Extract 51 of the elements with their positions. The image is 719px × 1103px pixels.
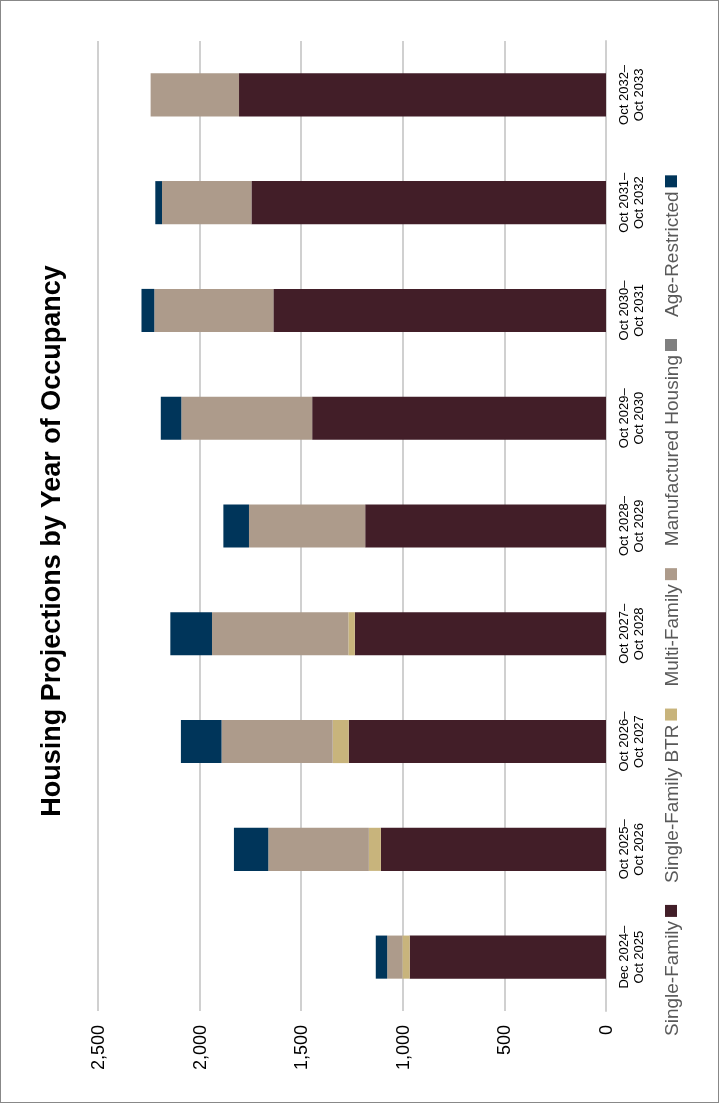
bar — [375, 935, 388, 979]
bar — [251, 181, 606, 225]
bar — [181, 396, 313, 440]
bar — [368, 827, 381, 871]
y-tick-label: Oct 2032–Oct 2033 — [616, 64, 646, 125]
legend-label: Age-Restricted — [660, 191, 682, 317]
y-tick-label: Oct 2030–Oct 2031 — [616, 279, 646, 341]
bar — [354, 612, 606, 656]
bar — [268, 827, 369, 871]
legend-label: Multi-Family — [660, 583, 682, 687]
bar — [162, 181, 252, 225]
x-tick-label: 1,000 — [392, 1025, 413, 1071]
bar — [239, 73, 606, 117]
x-tick-label: 2,000 — [189, 1025, 210, 1071]
bar — [273, 288, 606, 332]
bar — [180, 720, 222, 764]
text: Housing Projections by Year of Occupancy — [36, 265, 66, 817]
bar — [312, 396, 606, 440]
bar — [221, 720, 333, 764]
bar — [154, 288, 274, 332]
bar — [155, 181, 163, 225]
bar — [332, 720, 349, 764]
legend-label: Single-Family — [660, 920, 682, 1036]
bar — [160, 396, 182, 440]
bar — [365, 504, 606, 548]
bar — [233, 827, 269, 871]
bar — [150, 73, 240, 117]
bar — [348, 612, 355, 656]
x-tick-label: 2,500 — [88, 1025, 108, 1071]
bar — [402, 935, 410, 979]
y-tick-label: Oct 2027–Oct 2028 — [616, 603, 646, 664]
bar — [380, 827, 606, 871]
legend-label: Single-Family BTR — [660, 724, 682, 883]
x-tick-label: 0 — [596, 1025, 616, 1036]
x-tick-label: 500 — [494, 1025, 515, 1056]
bar — [248, 504, 366, 548]
y-tick-label: Oct 2028–Oct 2029 — [616, 495, 646, 556]
bar — [223, 504, 249, 548]
y-tick-label: Oct 2026–Oct 2027 — [616, 710, 646, 772]
bar — [348, 720, 606, 764]
legend-label: Manufactured Housing — [660, 354, 682, 547]
x-tick-label: 1,500 — [291, 1025, 312, 1071]
y-tick-label: Oct 2025–Oct 2026 — [616, 818, 646, 880]
y-tick-label: Oct 2031–Oct 2032 — [616, 171, 646, 233]
y-tick-label: Dec 2024–Oct 2025 — [616, 924, 646, 989]
y-tick-label: Oct 2029–Oct 2030 — [616, 387, 646, 449]
bar — [141, 288, 155, 332]
bar — [170, 612, 212, 656]
bar — [212, 612, 349, 656]
bar — [409, 935, 606, 979]
bar — [387, 935, 403, 979]
